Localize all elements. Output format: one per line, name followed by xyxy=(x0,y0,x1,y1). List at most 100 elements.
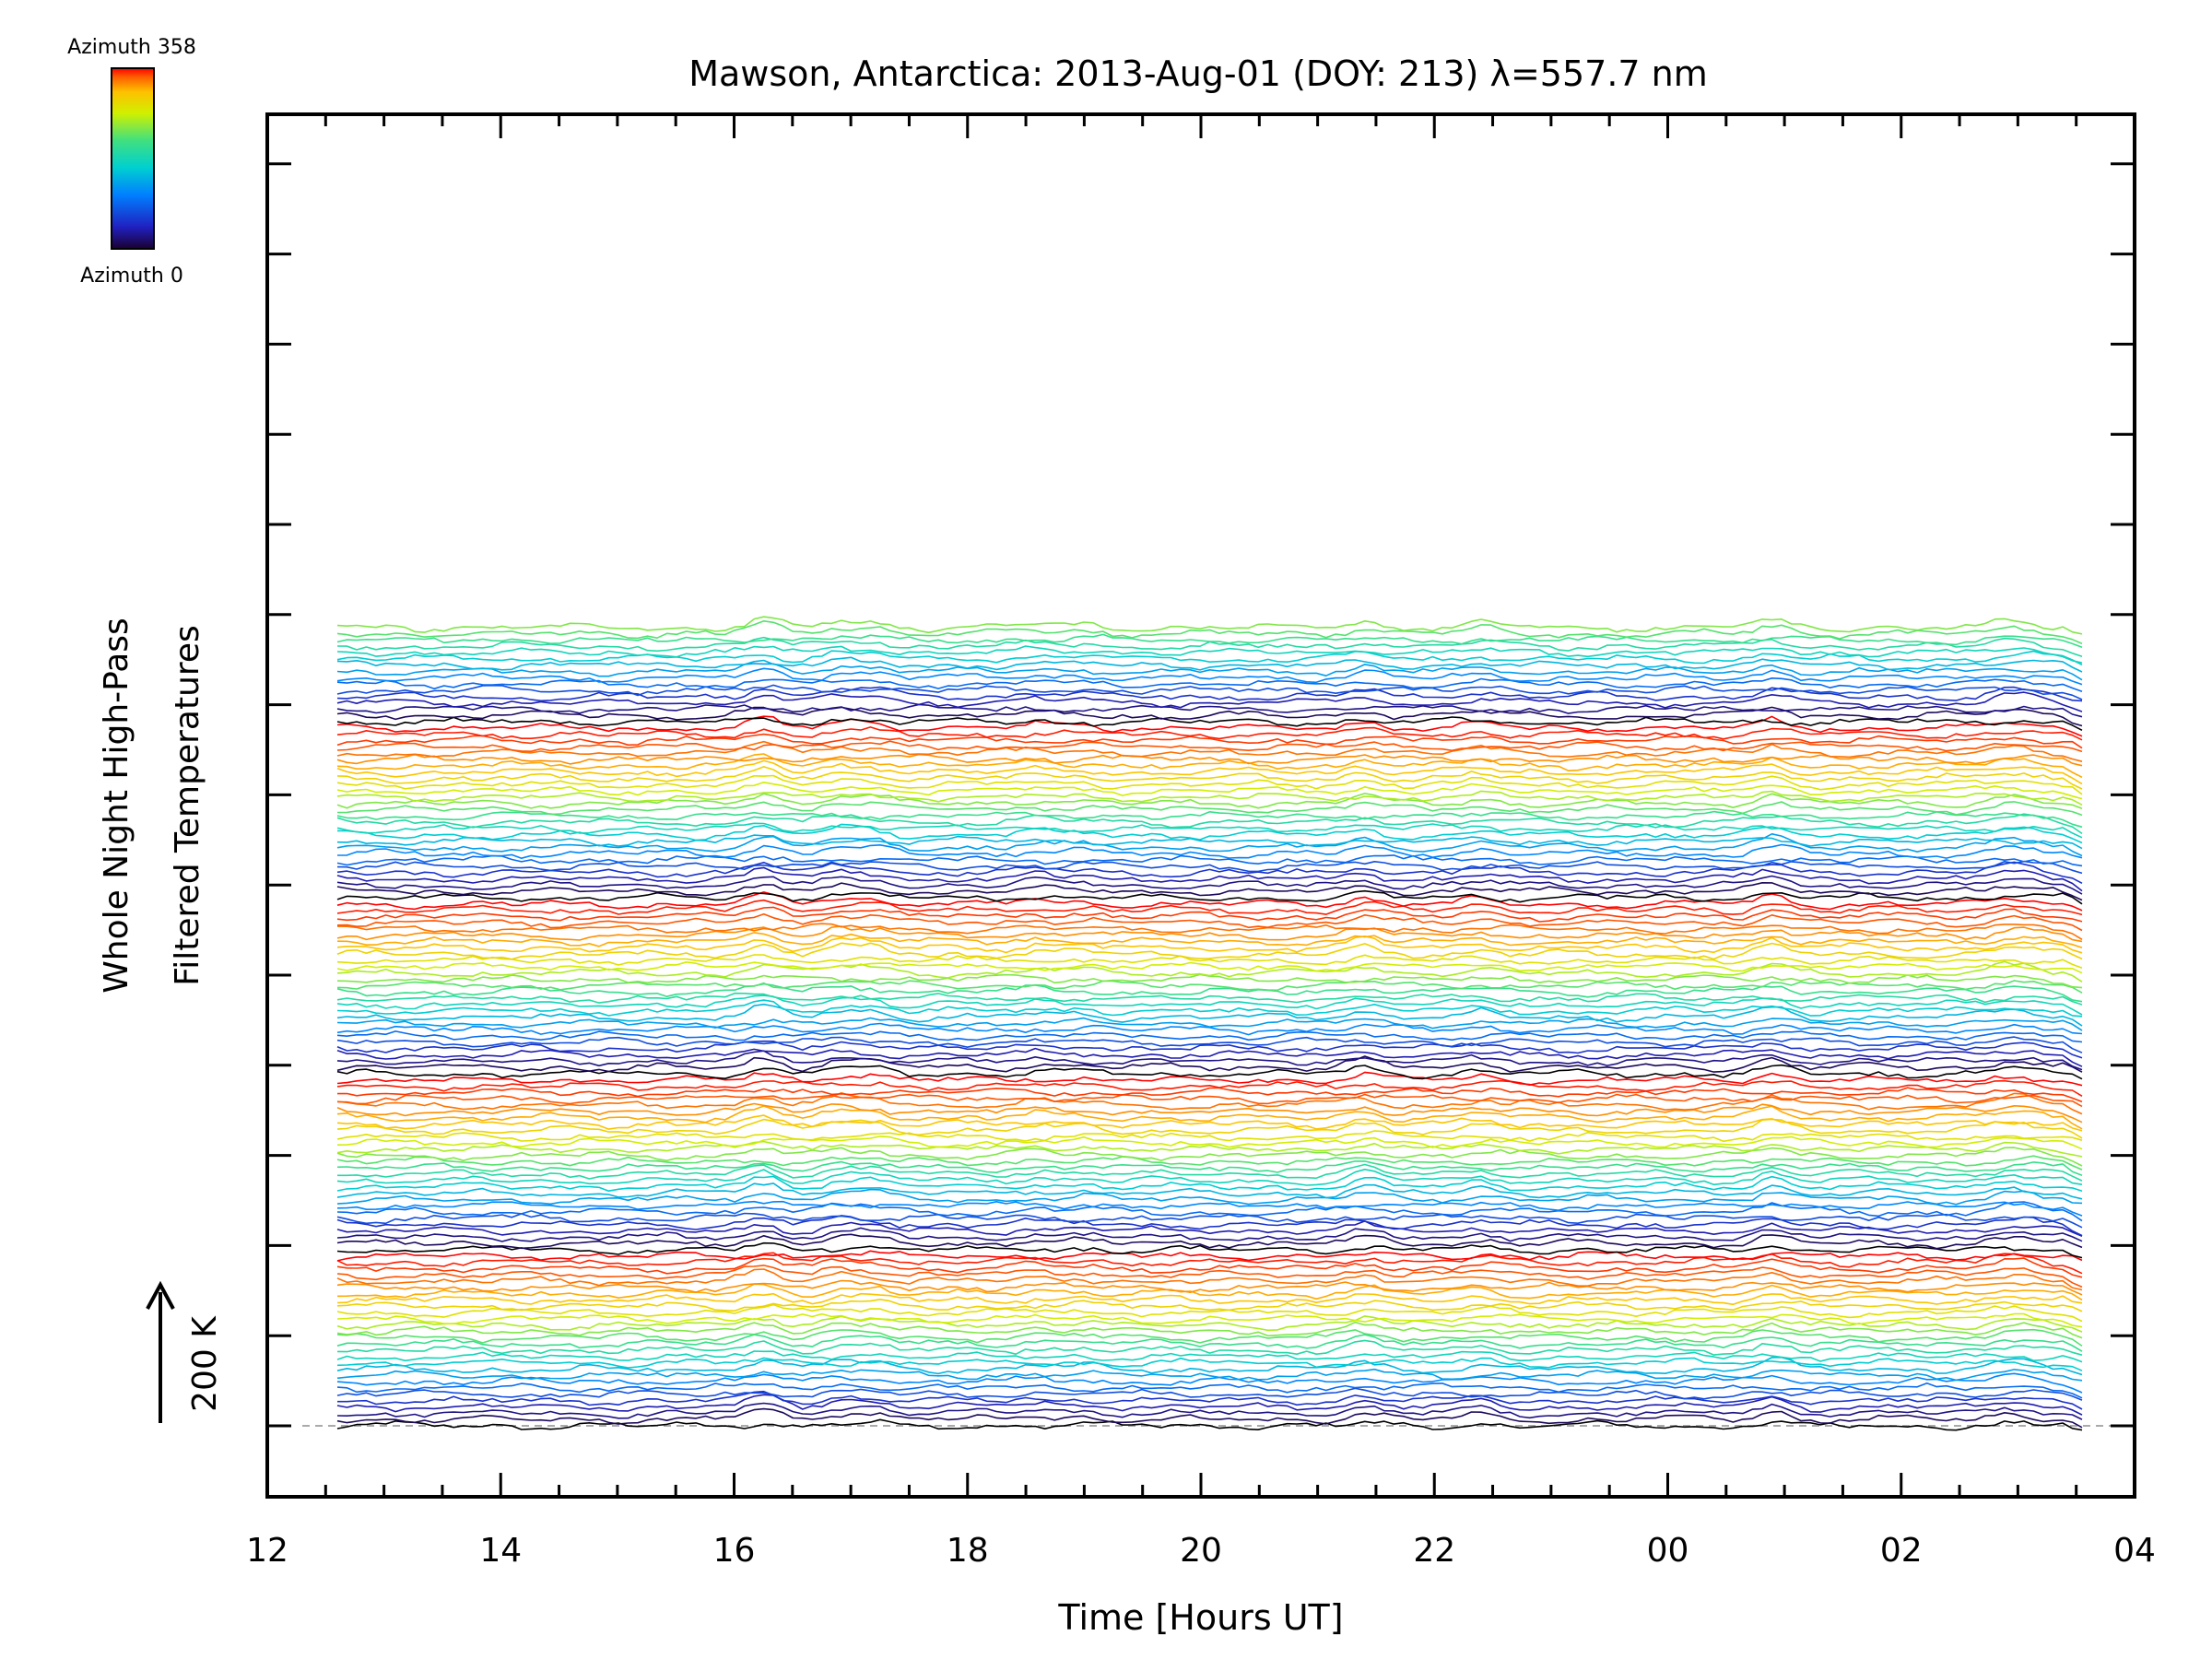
x-tick-label: 14 xyxy=(479,1532,522,1570)
temperature-trace xyxy=(336,1092,2083,1115)
temperature-trace xyxy=(336,1372,2083,1394)
x-tick-label: 22 xyxy=(1413,1532,1455,1570)
temperature-trace xyxy=(336,999,2083,1018)
temperature-trace xyxy=(336,1055,2083,1073)
temperature-trace xyxy=(336,925,2083,943)
temperature-trace xyxy=(336,813,2083,835)
y-axis-label-line1: Whole Night High-Pass xyxy=(98,618,135,994)
temperature-trace xyxy=(336,1087,2083,1103)
temperature-trace xyxy=(336,906,2083,923)
temperature-trace xyxy=(336,663,2083,681)
temperature-trace xyxy=(336,935,2083,954)
x-axis-label: Time [Hours UT] xyxy=(1057,1597,1343,1638)
temperature-trace xyxy=(336,960,2083,982)
temperature-trace xyxy=(336,1201,2083,1222)
colorbar-min-label: Azimuth 0 xyxy=(80,265,183,288)
temperature-trace xyxy=(336,740,2083,753)
temperature-trace xyxy=(336,1047,2083,1067)
temperature-trace xyxy=(336,691,2083,712)
temperature-trace xyxy=(336,1418,2083,1431)
temperature-trace xyxy=(336,793,2083,810)
temperature-trace xyxy=(336,882,2083,901)
temperature-trace xyxy=(336,1200,2083,1217)
temperature-trace xyxy=(336,1220,2083,1237)
x-tick-label: 16 xyxy=(713,1532,756,1570)
colorbar xyxy=(111,67,155,250)
temperature-trace xyxy=(336,759,2083,785)
temperature-trace xyxy=(336,1312,2083,1328)
temperature-trace xyxy=(336,1114,2083,1132)
chart-title: Mawson, Antarctica: 2013-Aug-01 (DOY: 21… xyxy=(688,53,1708,94)
temperature-trace xyxy=(336,726,2083,741)
temperature-trace xyxy=(336,833,2083,857)
temperature-trace xyxy=(336,1315,2083,1333)
temperature-trace xyxy=(336,633,2083,648)
temperature-trace xyxy=(336,1227,2083,1242)
temperature-trace xyxy=(336,992,2083,1006)
temperature-trace xyxy=(336,1079,2083,1097)
x-tick-label: 20 xyxy=(1180,1532,1222,1570)
temperature-trace xyxy=(336,1257,2083,1278)
temperature-trace xyxy=(336,913,2083,932)
temperature-trace xyxy=(336,1160,2083,1177)
temperature-trace xyxy=(336,753,2083,767)
temperature-trace xyxy=(336,656,2083,673)
temperature-trace xyxy=(336,932,2083,949)
temperature-trace xyxy=(336,1382,2083,1399)
temperature-trace xyxy=(336,1140,2083,1158)
temperature-trace xyxy=(336,1093,2083,1108)
colorbar-max-label: Azimuth 358 xyxy=(67,36,196,59)
temperature-trace xyxy=(336,1252,2083,1275)
x-tick-label: 18 xyxy=(947,1532,989,1570)
temperature-trace xyxy=(336,1022,2083,1036)
temperature-trace xyxy=(336,1130,2083,1143)
temperature-trace xyxy=(336,1182,2083,1200)
temperature-trace xyxy=(336,866,2083,892)
x-axis-ticks xyxy=(265,114,2136,1497)
temperature-trace xyxy=(336,1279,2083,1296)
temperature-trace xyxy=(336,740,2083,762)
x-tick-label: 00 xyxy=(1647,1532,1689,1570)
temperature-trace xyxy=(336,1188,2083,1206)
temperature-trace xyxy=(336,891,2083,912)
x-tick-label: 12 xyxy=(246,1532,288,1570)
temperature-trace xyxy=(336,1212,2083,1229)
temperature-trace xyxy=(336,1356,2083,1376)
temperature-trace xyxy=(336,854,2083,867)
temperature-trace xyxy=(336,843,2083,859)
y-axis-label-line2: Filtered Temperatures xyxy=(169,625,206,986)
temperature-trace xyxy=(336,1394,2083,1416)
temperature-trace xyxy=(336,1292,2083,1306)
temperature-trace xyxy=(336,1040,2083,1059)
temperature-trace xyxy=(336,1268,2083,1291)
temperature-trace xyxy=(336,1036,2083,1053)
temperature-trace xyxy=(336,616,2083,635)
scale-bar xyxy=(146,1280,175,1423)
temperature-trace xyxy=(336,899,2083,916)
x-tick-label: 02 xyxy=(1880,1532,1923,1570)
temperature-trace xyxy=(336,1215,2083,1237)
x-tick-label: 04 xyxy=(2113,1532,2156,1570)
temperature-trace xyxy=(336,636,2083,657)
temperature-trace xyxy=(336,1303,2083,1323)
temperature-trace xyxy=(336,1283,2083,1301)
temperature-trace xyxy=(336,667,2083,686)
temperature-trace xyxy=(336,822,2083,839)
temperature-trace xyxy=(336,1147,2083,1167)
temperature-trace xyxy=(336,961,2083,974)
temperature-trace xyxy=(336,923,2083,940)
temperature-trace xyxy=(336,782,2083,800)
temperature-trace xyxy=(336,1350,2083,1363)
temperature-trace xyxy=(336,1102,2083,1124)
scale-bar-arrowhead xyxy=(146,1280,175,1310)
temperature-trace xyxy=(336,733,2083,749)
y-axis-ticks xyxy=(267,162,2135,1428)
temperature-trace xyxy=(336,810,2083,829)
temperature-trace xyxy=(336,1135,2083,1150)
temperature-trace xyxy=(336,982,2083,1003)
temperature-trace xyxy=(337,1163,2083,1182)
trace-group xyxy=(301,616,2129,1431)
temperature-trace xyxy=(336,1071,2083,1087)
temperature-trace xyxy=(336,1175,2083,1193)
